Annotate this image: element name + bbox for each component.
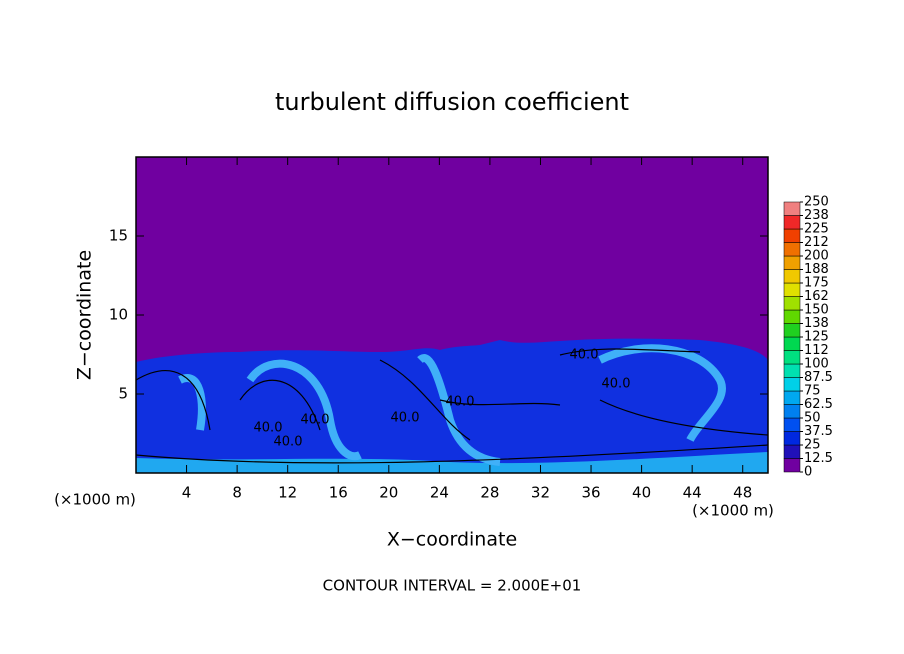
colorbar-cell: [783, 336, 801, 351]
contour-label: 40.0: [446, 395, 475, 410]
colorbar-label: 238: [804, 208, 829, 223]
y-tick-label: 10: [109, 306, 128, 324]
chart-title: turbulent diffusion coefficient: [275, 88, 629, 116]
colorbar-cell: [783, 444, 801, 459]
x-unit-label: (×1000 m): [54, 491, 136, 509]
contour-label: 40.0: [274, 435, 303, 450]
colorbar-cell: [783, 228, 801, 243]
x-tick-label: 12: [278, 484, 297, 502]
footer-note: CONTOUR INTERVAL = 2.000E+01: [323, 577, 582, 595]
x-axis-label: X−coordinate: [387, 529, 517, 551]
x-tick-label: 8: [232, 484, 242, 502]
x-tick-label: 20: [379, 484, 398, 502]
plume: [178, 344, 726, 466]
colorbar-label: 150: [804, 303, 829, 318]
colorbar-cell: [783, 417, 801, 432]
colorbar-cell: [783, 377, 801, 392]
contour-line: [135, 348, 769, 464]
colorbar-cell: [783, 215, 801, 230]
colorbar-cell: [783, 309, 801, 324]
colorbar-cell: [783, 390, 801, 405]
colorbar-label: 225: [804, 222, 829, 237]
contour-label: 40.0: [254, 421, 283, 436]
colorbar-label: 200: [804, 249, 829, 264]
x-tick-label: 32: [531, 484, 550, 502]
colorbar-cell: [783, 431, 801, 446]
x-tick-label: 36: [581, 484, 600, 502]
colorbar-label: 212: [804, 235, 829, 250]
colorbar-label: 138: [804, 316, 829, 331]
x-tick-label: 28: [480, 484, 499, 502]
colorbar-label: 0: [804, 465, 812, 480]
colorbar-label: 62.5: [804, 397, 833, 412]
x-tick-label: 48: [733, 484, 752, 502]
contour-label: 40.0: [602, 377, 631, 392]
colorbar-cell: [783, 404, 801, 419]
contour-label: 40.0: [301, 413, 330, 428]
x-tick-label: 24: [430, 484, 449, 502]
colorbar-label: 125: [804, 330, 829, 345]
colorbar-label: 162: [804, 289, 829, 304]
colorbar-label: 12.5: [804, 451, 833, 466]
x-tick-label: 4: [182, 484, 192, 502]
mixed-layer: [136, 338, 768, 473]
colorbar-label: 87.5: [804, 370, 833, 385]
colorbar-cell: [783, 255, 801, 270]
colorbar-cell: [783, 269, 801, 284]
colorbar-label: 100: [804, 357, 829, 372]
colorbar-cell: [783, 350, 801, 365]
x-tick-label: 40: [632, 484, 651, 502]
colorbar-cell: [783, 458, 801, 473]
colorbar-cell: [783, 242, 801, 257]
contour-label: 40.0: [391, 411, 420, 426]
colorbar-cell: [783, 296, 801, 311]
colorbar-cell: [783, 201, 801, 216]
y-tick-label: 5: [118, 385, 128, 403]
colorbar-cell: [783, 282, 801, 297]
colorbar-label: 25: [804, 438, 821, 453]
colorbar-cell: [783, 363, 801, 378]
y-axis-label: Z−coordinate: [74, 250, 96, 380]
contour-label: 40.0: [570, 348, 599, 363]
y-tick-label: 15: [109, 227, 128, 245]
colorbar-label: 250: [804, 195, 829, 210]
colorbar-cell: [783, 323, 801, 338]
x-unit-label: (×1000 m): [692, 502, 774, 520]
colorbar-label: 75: [804, 384, 821, 399]
colorbar-label: 50: [804, 411, 821, 426]
colorbar-label: 175: [804, 276, 829, 291]
surface-layer: [136, 452, 768, 473]
field: [135, 156, 769, 474]
colorbar-label: 37.5: [804, 424, 833, 439]
x-tick-label: 16: [329, 484, 348, 502]
colorbar-label: 188: [804, 262, 829, 277]
colorbar-label: 112: [804, 343, 829, 358]
x-tick-label: 44: [683, 484, 702, 502]
